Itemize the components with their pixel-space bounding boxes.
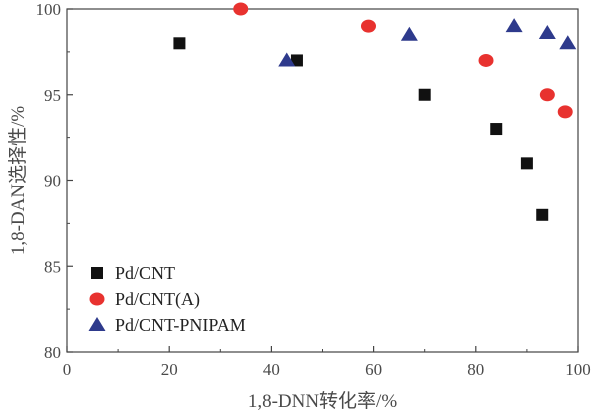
data-point-triangle (278, 52, 296, 67)
y-tick-label: 90 (44, 172, 61, 191)
data-point-triangle (559, 35, 577, 50)
x-tick-label: 100 (565, 360, 591, 379)
data-marks (173, 2, 577, 221)
data-point-circle (233, 2, 249, 16)
legend-marker-square (91, 267, 103, 279)
y-tick-label: 100 (36, 0, 62, 19)
data-point-triangle (400, 26, 418, 41)
data-point-square (418, 88, 431, 101)
ticks: 0 20 40 60 80 100 80 85 90 95 100 (36, 0, 591, 379)
data-point-circle (360, 19, 376, 33)
data-point-square (536, 208, 549, 221)
data-point-triangle (538, 25, 556, 40)
y-axis-title: 1,8-DAN选择性/% (7, 106, 29, 256)
legend: Pd/CNT Pd/CNT(A) Pd/CNT-PNIPAM (88, 263, 246, 335)
x-tick-label: 80 (467, 360, 484, 379)
data-point-square (490, 123, 503, 136)
x-axis-title: 1,8-DNN转化率/% (248, 390, 398, 412)
data-point-triangle (505, 18, 523, 33)
legend-marker-triangle (88, 317, 106, 331)
y-tick-label: 80 (44, 343, 61, 362)
y-tick-label: 95 (44, 86, 61, 105)
data-point-circle (539, 88, 555, 102)
legend-marker-circle (89, 292, 105, 306)
y-tick-label: 85 (44, 257, 61, 276)
x-tick-label: 0 (63, 360, 72, 379)
legend-label: Pd/CNT(A) (115, 289, 200, 310)
data-point-square (520, 157, 533, 170)
legend-label: Pd/CNT-PNIPAM (115, 315, 246, 335)
data-point-square (290, 54, 303, 67)
data-point-circle (557, 105, 573, 119)
x-tick-label: 20 (161, 360, 178, 379)
x-tick-label: 40 (263, 360, 280, 379)
data-point-circle (478, 53, 494, 67)
data-point-square (173, 37, 186, 50)
x-tick-label: 60 (365, 360, 382, 379)
legend-label: Pd/CNT (115, 263, 175, 283)
